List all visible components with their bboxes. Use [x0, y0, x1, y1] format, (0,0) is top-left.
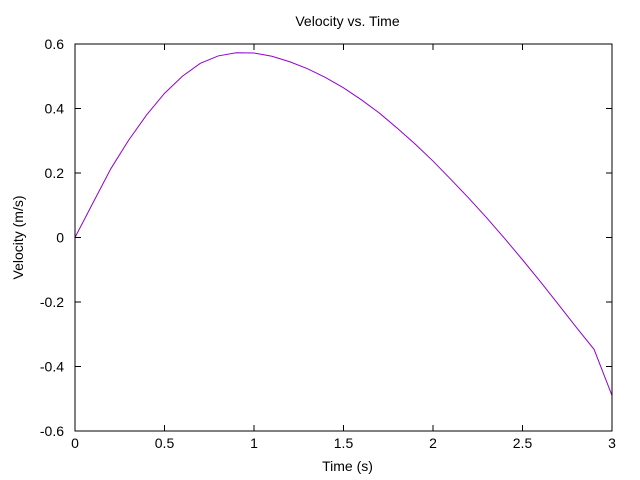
velocity-series-line [74, 52, 613, 396]
x-tick-label: 0.5 [155, 435, 175, 451]
series-layer [74, 52, 613, 396]
y-tick-label: -0.4 [40, 359, 64, 375]
ticks-layer: 0 0.5 1 1.5 2 2.5 3 -0.6 -0.4 -0.2 0 0.2 0.4 0.6 [40, 36, 616, 451]
y-tick-label: -0.6 [40, 423, 64, 439]
x-axis-label: Time (s) [322, 458, 373, 474]
chart-title: Velocity vs. Time [295, 13, 399, 29]
x-tick-label: 2 [429, 435, 437, 451]
y-axis-label: Velocity (m/s) [10, 195, 26, 279]
y-tick-label: -0.2 [40, 294, 64, 310]
y-tick-label: 0 [56, 230, 64, 246]
y-tick-label: 0.6 [45, 36, 65, 52]
x-tick-label: 3 [608, 435, 616, 451]
x-tick-label: 0 [71, 435, 79, 451]
x-tick-label: 1 [250, 435, 258, 451]
y-tick-label: 0.2 [45, 165, 65, 181]
x-tick-label: 1.5 [334, 435, 354, 451]
plot-frame [74, 43, 613, 432]
x-tick-label: 2.5 [513, 435, 533, 451]
y-tick-label: 0.4 [45, 101, 65, 117]
